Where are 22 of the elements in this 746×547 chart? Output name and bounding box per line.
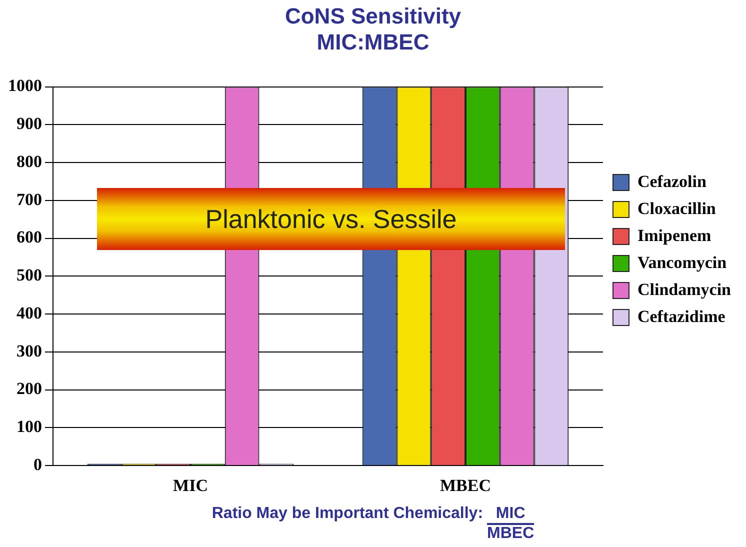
legend-label: Vancomycin <box>637 252 728 272</box>
y-tick-label: 0 <box>34 454 42 474</box>
y-tick-label: 300 <box>16 341 42 360</box>
y-tick-label: 500 <box>16 266 42 285</box>
legend-label: Cloxacillin <box>637 198 716 218</box>
text: Ratio May be Important Chemically: <box>212 505 484 522</box>
y-tick-label: 700 <box>16 190 42 209</box>
legend-label: Clindamycin <box>637 280 732 299</box>
chart-title: CoNS Sensitivity MIC:MBEC <box>284 3 462 55</box>
y-tick-label: 1000 <box>8 76 42 96</box>
legend-label: Cefazolin <box>637 172 707 191</box>
y-tick-label: 800 <box>16 152 42 171</box>
y-tick-label: 900 <box>16 114 42 134</box>
gradient-banner: Planktonic vs. Sessile <box>97 188 565 250</box>
legend-label: Imipenem <box>637 226 712 245</box>
y-tick-label: 200 <box>16 379 42 398</box>
text: MIC <box>487 505 534 525</box>
y-tick-label: 400 <box>16 303 42 322</box>
y-tick-label: 100 <box>16 417 42 436</box>
text: MBEC <box>487 525 534 543</box>
legend-label: Ceftazidime <box>637 306 726 326</box>
y-tick-label: 600 <box>16 228 42 247</box>
